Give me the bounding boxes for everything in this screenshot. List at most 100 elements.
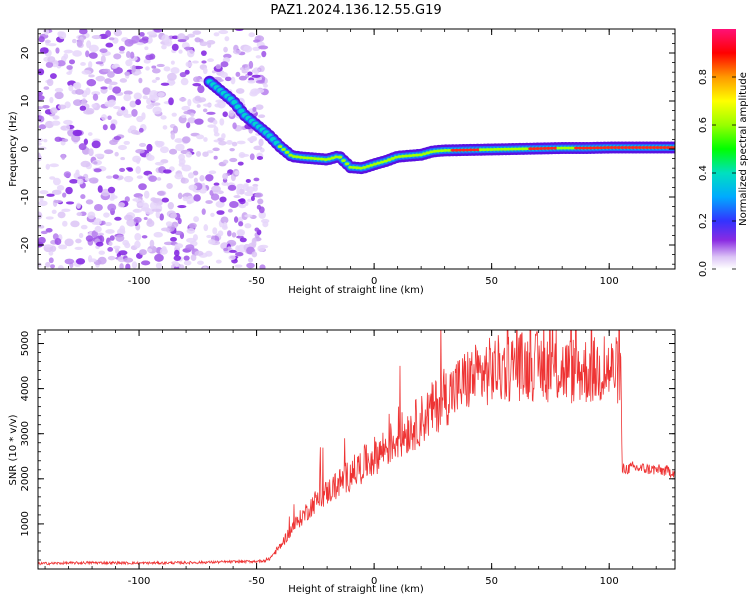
spectrogram-ridge-core xyxy=(591,146,597,150)
spectrogram-noise-blob xyxy=(181,105,191,111)
spectrogram-noise-blob xyxy=(199,41,208,47)
spectrogram-noise-blob xyxy=(250,135,257,141)
spectrogram-ridge-core xyxy=(369,163,374,167)
spectrogram-noise-blob xyxy=(124,214,133,221)
spectrogram-noise-blob xyxy=(109,196,115,201)
spectrogram-ridge-core xyxy=(574,146,579,150)
spectrogram-noise-blob xyxy=(91,103,97,109)
spectrogram-noise-blob xyxy=(185,61,193,68)
spectrogram-noise-blob xyxy=(251,74,261,78)
spectrogram-noise-blob xyxy=(178,158,186,165)
spectrogram-noise-blob xyxy=(252,67,260,75)
spectrogram-noise-blob xyxy=(80,160,91,168)
spectrogram-noise-blob xyxy=(254,88,265,94)
spectrogram-noise-blob xyxy=(177,192,183,200)
spectrogram-noise-blob xyxy=(143,216,148,221)
spectrogram-noise-blob xyxy=(149,239,155,248)
spectrogram-noise-blob xyxy=(234,170,240,176)
spectrogram-noise-blob xyxy=(174,243,184,249)
spectrogram-noise-blob xyxy=(219,196,227,203)
spectrogram-noise-blob xyxy=(239,198,246,205)
spectrogram-ridge-core xyxy=(366,164,371,168)
spectrogram-ridge-core xyxy=(351,166,357,169)
spectrogram-noise-blob xyxy=(57,104,67,110)
spectrogram-ridge-core xyxy=(665,146,671,149)
spectrogram-noise-blob xyxy=(72,38,77,44)
spectrogram-noise-blob xyxy=(107,247,114,252)
spectrogram-noise-blob xyxy=(78,233,84,239)
spectrogram-noise-blob xyxy=(201,208,206,215)
spectrogram-noise-blob xyxy=(178,49,183,54)
spectrogram-noise-blob xyxy=(40,230,48,235)
spectrogram-noise-blob xyxy=(200,50,207,56)
spectrogram-noise-blob xyxy=(83,138,89,146)
spectrogram-noise-blob xyxy=(197,97,207,103)
spectrogram-noise-blob xyxy=(255,104,264,110)
spectrogram-noise-blob xyxy=(47,56,56,63)
spectrogram-ridge-core xyxy=(567,146,572,150)
spectrogram-noise-blob xyxy=(197,85,205,94)
spectrogram-noise-blob xyxy=(183,260,192,266)
spectrogram-ridge-core xyxy=(581,146,586,150)
spectrogram-noise-blob xyxy=(223,46,228,53)
spectrogram-noise-blob xyxy=(63,49,74,54)
spectrogram-noise-blob xyxy=(149,90,159,98)
colorbar-tick-label: 0.0 xyxy=(698,261,709,277)
spectrogram-noise-blob xyxy=(255,79,265,84)
spectrogram-noise-blob xyxy=(124,71,131,76)
spectrogram-noise-blob xyxy=(152,106,162,115)
spectrogram-noise-blob xyxy=(48,257,54,264)
spectrogram-noise-blob xyxy=(257,198,264,205)
spectrogram-noise-blob xyxy=(203,224,209,232)
spectrogram-noise-blob xyxy=(146,97,151,105)
spectrogram-noise-blob xyxy=(70,220,80,228)
spectrogram-noise-blob xyxy=(171,43,179,51)
spectrogram-noise-blob xyxy=(258,138,264,147)
spectrogram-ridge-core xyxy=(507,147,512,151)
spectrogram-noise-blob xyxy=(160,82,170,86)
spectrogram-noise-blob xyxy=(177,33,186,41)
spectrogram-noise-blob xyxy=(86,79,97,87)
spectrogram-noise-blob xyxy=(170,60,175,65)
spectrogram-noise-blob xyxy=(227,208,233,213)
spectrogram-noise-blob xyxy=(120,106,126,111)
spectrogram-noise-blob xyxy=(38,138,44,143)
spectrogram-ridge-core xyxy=(658,146,664,149)
spectrogram-noise-blob xyxy=(232,49,242,55)
spectrogram-noise-blob xyxy=(171,35,179,40)
spectrogram-noise-blob xyxy=(45,163,50,170)
spectrogram-noise-blob xyxy=(173,255,182,262)
spectrogram-noise-blob xyxy=(229,147,235,152)
spectrogram-noise-blob xyxy=(142,87,151,95)
spectrogram-noise-blob xyxy=(124,242,131,249)
spectrogram-noise-blob xyxy=(181,164,192,172)
spectrogram-noise-blob xyxy=(192,234,198,241)
spectrogram-noise-blob xyxy=(151,208,162,212)
spectrogram-noise-blob xyxy=(97,232,105,236)
spectrogram-ridge-core xyxy=(500,147,505,151)
spectrogram-noise-blob xyxy=(75,258,86,265)
spectrogram-noise-blob xyxy=(55,47,60,54)
spectrogram-noise-blob xyxy=(194,118,204,125)
spectrogram-noise-blob xyxy=(138,183,147,191)
spectrogram-noise-blob xyxy=(87,211,96,220)
spectrogram-noise-blob xyxy=(220,216,229,224)
spectrogram-ridge-core xyxy=(355,166,360,170)
spectrogram-noise-blob xyxy=(246,262,255,269)
snr-y-label: SNR (10 * v/v) xyxy=(8,414,19,485)
spectrogram-noise-blob xyxy=(123,175,134,183)
spectrogram-noise-blob xyxy=(80,224,88,230)
spectrogram-noise-blob xyxy=(133,65,144,70)
spectrogram-noise-blob xyxy=(233,216,239,223)
spectrogram-noise-blob xyxy=(64,238,74,247)
spectrogram-noise-blob xyxy=(212,147,220,152)
spectrogram-ridge-core xyxy=(641,146,646,149)
spectrogram-noise-blob xyxy=(63,119,73,125)
spectrogram-noise-blob xyxy=(148,175,157,182)
spectrogram-noise-blob xyxy=(105,42,114,48)
spectrogram-noise-blob xyxy=(147,218,153,225)
spectrogram-ridge-core xyxy=(348,165,353,169)
spectrogram-ridge-core xyxy=(556,146,561,150)
spectrogram-ridge-core xyxy=(454,148,459,152)
